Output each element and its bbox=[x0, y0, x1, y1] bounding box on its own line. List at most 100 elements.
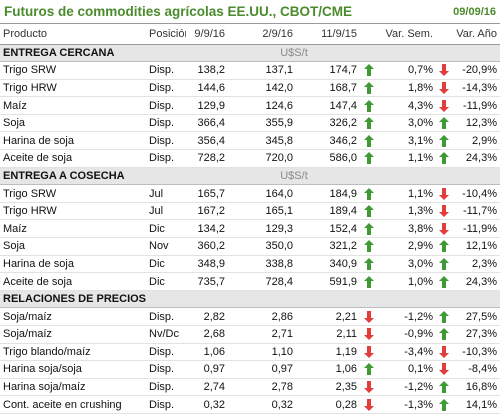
up-arrow bbox=[364, 275, 374, 288]
position: Disp. bbox=[146, 360, 186, 379]
product: Soja bbox=[0, 237, 146, 256]
price: 1,06 bbox=[186, 343, 228, 362]
product: Harina de soja bbox=[0, 131, 146, 151]
yearly-change: 2,3% bbox=[452, 255, 500, 274]
price: 129,9 bbox=[186, 96, 228, 115]
up-arrow bbox=[439, 275, 450, 288]
up-arrow bbox=[364, 257, 374, 270]
price: 165,1 bbox=[228, 202, 296, 221]
arrow-cell bbox=[360, 378, 378, 397]
column-header: 2/9/16 bbox=[228, 24, 296, 45]
weekly-change: 3,0% bbox=[378, 255, 437, 274]
yearly-change: 27,5% bbox=[452, 307, 500, 326]
position: Disp. bbox=[146, 395, 186, 414]
product: Harina de soja bbox=[0, 255, 146, 274]
yearly-change: -8,4% bbox=[452, 360, 500, 379]
yearly-change: -11,7% bbox=[452, 202, 500, 221]
arrow-cell bbox=[360, 96, 378, 115]
yearly-change: -11,9% bbox=[452, 219, 500, 239]
position: Disp. bbox=[146, 131, 186, 151]
data-row: Trigo HRW Disp. 144,6 142,0 168,7 1,8% -14,3% bbox=[0, 79, 500, 98]
yearly-change: 24,3% bbox=[452, 272, 500, 291]
yearly-change: 27,3% bbox=[452, 325, 500, 344]
section-title: ENTREGA CERCANA bbox=[0, 44, 228, 63]
yearly-change: 12,3% bbox=[452, 114, 500, 133]
price: 142,0 bbox=[228, 79, 296, 98]
yearly-change: 24,3% bbox=[452, 149, 500, 168]
arrow-cell bbox=[436, 79, 453, 98]
arrow-cell bbox=[436, 360, 453, 379]
down-arrow bbox=[364, 345, 374, 358]
weekly-change: 1,1% bbox=[378, 184, 437, 203]
up-arrow bbox=[439, 240, 450, 253]
data-row: Harina soja/soja Disp. 0,97 0,97 1,06 0,1% -8,… bbox=[0, 360, 500, 379]
column-header: 11/9/15 bbox=[296, 24, 360, 45]
data-row: Trigo HRW Jul 167,2 165,1 189,4 1,3% -11,7% bbox=[0, 202, 500, 221]
arrow-cell bbox=[360, 202, 378, 221]
weekly-change: 0,7% bbox=[378, 61, 437, 80]
data-row: Harina de soja Dic 348,9 338,8 340,9 3,0% 2,3% bbox=[0, 255, 500, 274]
price: 2,71 bbox=[228, 325, 296, 344]
down-arrow bbox=[364, 381, 374, 394]
data-row: Aceite de soja Dic 735,7 728,4 591,9 1,0% 24,3… bbox=[0, 272, 500, 291]
position: Disp. bbox=[146, 149, 186, 168]
arrow-cell bbox=[360, 360, 378, 379]
column-header: 9/9/16 bbox=[186, 24, 228, 45]
data-row: Trigo SRW Jul 165,7 164,0 184,9 1,1% -10,4% bbox=[0, 184, 500, 203]
price: 345,8 bbox=[228, 131, 296, 151]
weekly-change: 3,1% bbox=[378, 131, 437, 151]
arrow-cell bbox=[360, 131, 378, 151]
price: 338,8 bbox=[228, 255, 296, 274]
data-row: Trigo blando/maíz Disp. 1,06 1,10 1,19 -3,4% -… bbox=[0, 343, 500, 362]
product: Maíz bbox=[0, 96, 146, 115]
price: 360,2 bbox=[186, 237, 228, 256]
table-body: ENTREGA CERCANA U$S/t Trigo SRW Disp. 138,2 1… bbox=[0, 44, 500, 414]
position: Jul bbox=[146, 202, 186, 221]
down-arrow bbox=[364, 310, 374, 323]
arrow-cell bbox=[360, 79, 378, 98]
column-header: Producto bbox=[0, 24, 146, 45]
up-arrow bbox=[364, 64, 374, 77]
product: Trigo blando/maíz bbox=[0, 343, 146, 362]
yearly-change: -11,9% bbox=[452, 96, 500, 115]
price: 355,9 bbox=[228, 114, 296, 133]
column-header: Var. Año bbox=[436, 24, 500, 45]
up-arrow bbox=[439, 328, 450, 341]
up-arrow bbox=[364, 205, 374, 218]
data-row: Trigo SRW Disp. 138,2 137,1 174,7 0,7% -20,9% bbox=[0, 61, 500, 80]
arrow-cell bbox=[360, 255, 378, 274]
price: 1,10 bbox=[228, 343, 296, 362]
arrow-cell bbox=[436, 131, 453, 151]
arrow-cell bbox=[436, 255, 453, 274]
position: Disp. bbox=[146, 114, 186, 133]
section-row: ENTREGA A COSECHA U$S/t bbox=[0, 167, 500, 186]
price: 356,4 bbox=[186, 131, 228, 151]
down-arrow bbox=[364, 328, 374, 341]
title: Futuros de commodities agrícolas EE.UU.,… bbox=[4, 4, 353, 19]
product: Harina soja/maíz bbox=[0, 378, 146, 397]
weekly-change: -1,3% bbox=[378, 395, 437, 414]
position: Disp. bbox=[146, 378, 186, 397]
price: 2,68 bbox=[186, 325, 228, 344]
up-arrow bbox=[364, 81, 374, 94]
title-bar: Futuros de commodities agrícolas EE.UU.,… bbox=[0, 0, 500, 24]
down-arrow bbox=[439, 187, 450, 200]
up-arrow bbox=[439, 398, 450, 411]
weekly-change: 3,8% bbox=[378, 219, 437, 239]
product: Trigo SRW bbox=[0, 61, 146, 80]
column-header: Var. Sem. bbox=[360, 24, 437, 45]
position: Jul bbox=[146, 184, 186, 203]
price: 2,11 bbox=[296, 325, 360, 344]
weekly-change: 3,0% bbox=[378, 114, 437, 133]
table-header: ProductoPosición9/9/162/9/1611/9/15Var. … bbox=[0, 24, 500, 45]
arrow-cell bbox=[436, 395, 453, 414]
up-arrow bbox=[439, 152, 450, 165]
product: Trigo SRW bbox=[0, 184, 146, 203]
down-arrow bbox=[439, 81, 450, 94]
price: 728,4 bbox=[228, 272, 296, 291]
data-row: Soja/maíz Nv/Dc 2,68 2,71 2,11 -0,9% 27,3% bbox=[0, 325, 500, 344]
price: 350,0 bbox=[228, 237, 296, 256]
position: Dic bbox=[146, 219, 186, 239]
arrow-cell bbox=[360, 343, 378, 362]
arrow-cell bbox=[436, 114, 453, 133]
